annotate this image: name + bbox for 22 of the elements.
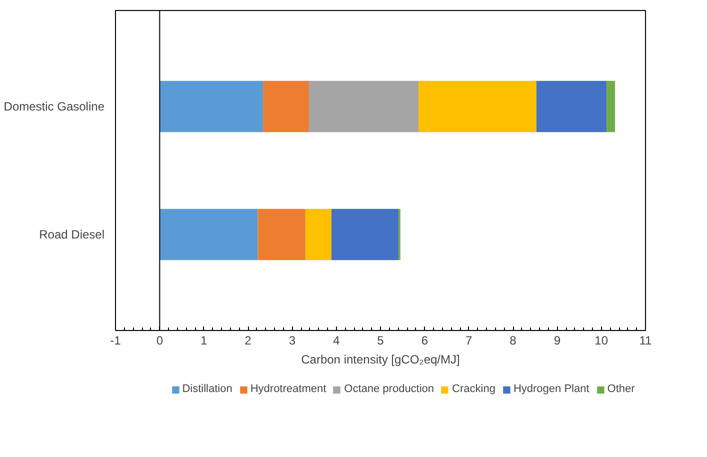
- legend-label: Distillation: [182, 383, 232, 395]
- x-tick-label: 4: [332, 334, 340, 348]
- x-tick-label: -1: [110, 334, 122, 348]
- y-tick-label: Road Diesel: [39, 228, 105, 242]
- x-tick-label: 1: [200, 334, 208, 348]
- x-tick-label: 9: [554, 334, 561, 348]
- x-tick-label: 2: [244, 334, 252, 348]
- x-tick-label: 10: [594, 334, 608, 348]
- x-tick-label: 0: [156, 334, 164, 348]
- y-tick-label: Domestic Gasoline: [4, 100, 105, 114]
- x-tick-label: 11: [639, 334, 652, 348]
- legend-label: Hydrogen Plant: [513, 383, 590, 395]
- legend-label: Hydrotreatment: [250, 383, 326, 395]
- x-axis-title: Carbon intensity [gCO₂eq/MJ]: [301, 352, 460, 366]
- legend-label: Octane production: [344, 383, 434, 395]
- x-tick-label: 3: [288, 334, 296, 348]
- x-tick-label: 7: [465, 334, 472, 348]
- legend-label: Cracking: [452, 383, 496, 395]
- x-tick-label: 8: [510, 334, 517, 348]
- x-tick-label: 5: [377, 334, 384, 348]
- x-tick-label: 6: [421, 334, 428, 348]
- legend-label: Other: [607, 383, 635, 395]
